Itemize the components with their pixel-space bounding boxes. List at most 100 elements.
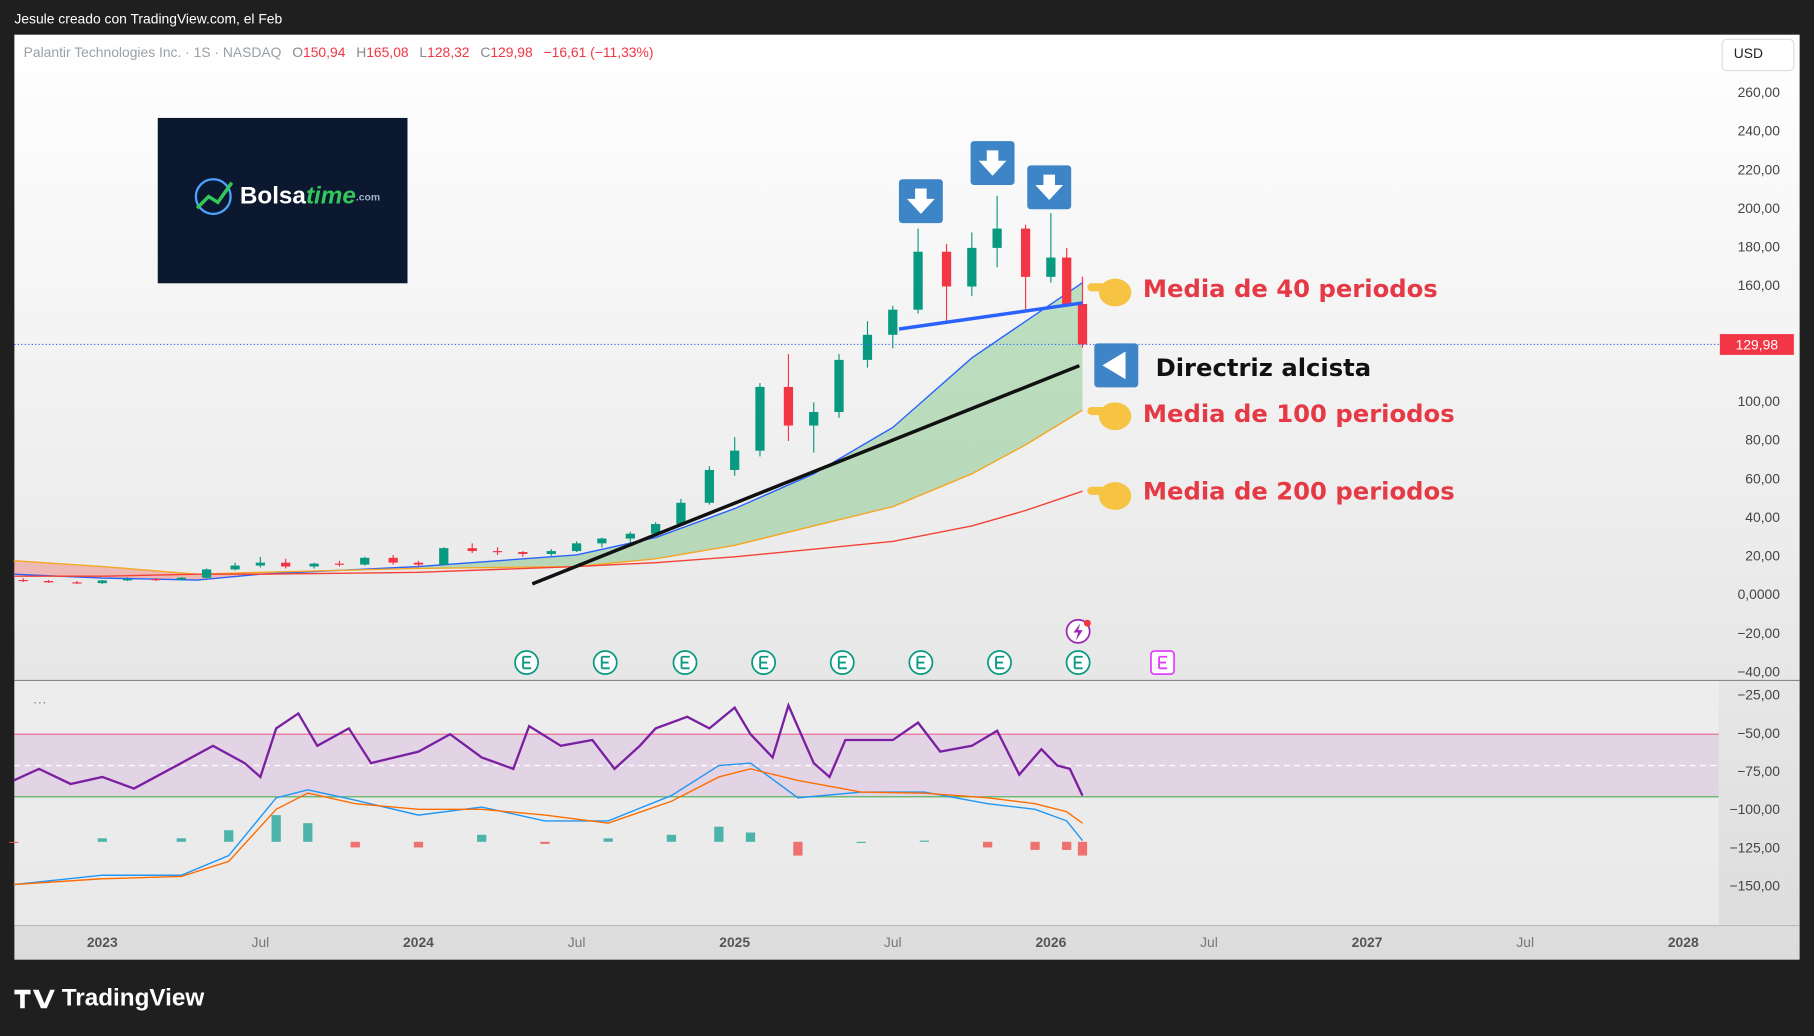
oscillator-pane <box>14 681 1719 925</box>
annotation: Media de 200 periodos <box>1143 477 1455 506</box>
x-tick-label: Jul <box>568 934 586 950</box>
y-tick-label: −125,00 <box>1729 839 1780 855</box>
macd-histogram-bar <box>1062 841 1072 850</box>
hand-icon <box>1098 278 1132 307</box>
candle-body <box>1046 257 1056 277</box>
annotation: Media de 40 periodos <box>1143 274 1438 303</box>
y-tick-label: 60,00 <box>1745 470 1780 486</box>
logo: Bolsatime.com <box>157 117 408 284</box>
earnings-glyph <box>837 655 847 670</box>
candle-body <box>255 562 266 566</box>
candle-body <box>97 580 107 584</box>
left-arrow <box>1102 351 1126 380</box>
macd-histogram-bar <box>303 823 313 842</box>
currency-button[interactable]: USD <box>1721 38 1795 72</box>
y-tick-label: 260,00 <box>1738 84 1781 100</box>
candle-body <box>913 251 923 310</box>
candle-body <box>309 563 319 567</box>
footer-logo <box>14 989 55 1009</box>
ma-fill <box>734 473 814 546</box>
candle-body <box>413 562 424 565</box>
footer-brand: TradingView <box>14 984 204 1011</box>
macd-histogram-bar <box>477 834 487 842</box>
ohlc-value: 165,08 <box>366 44 409 60</box>
candle-body <box>1077 304 1088 345</box>
candle-body <box>360 557 370 565</box>
candle-body <box>281 562 291 567</box>
candle-body <box>1020 228 1031 277</box>
candle-body <box>388 557 398 563</box>
pane-menu[interactable]: ··· <box>33 694 47 710</box>
moving-average <box>13 490 1083 577</box>
ma-fill <box>1025 282 1083 445</box>
candle-body <box>967 247 977 287</box>
x-tick-label: 2027 <box>1352 934 1383 950</box>
hand-finger <box>1087 283 1118 292</box>
top-caption: Jesule creado con TradingView.com, el Fe… <box>14 10 282 26</box>
ohlc-value: 129,98 <box>490 44 533 60</box>
last-price-box <box>1719 334 1794 355</box>
logo-suffix: .com <box>356 192 380 203</box>
earnings-glyph <box>680 655 690 670</box>
y-tick-label: −40,00 <box>1737 663 1780 679</box>
x-tick-label: Jul <box>1516 934 1534 950</box>
symbol: Palantir Technologies Inc. · 1S · NASDAQ <box>24 44 282 60</box>
y-tick-label: 20,00 <box>1745 548 1780 564</box>
candle-body <box>992 228 1002 248</box>
earnings-glyph <box>1158 655 1168 670</box>
candle-body <box>597 538 607 544</box>
candle-body <box>18 580 28 582</box>
earnings-glyph <box>995 655 1005 670</box>
x-tick-label: 2025 <box>719 934 750 950</box>
event-bolt <box>1073 623 1083 641</box>
last-price-label: 129,98 <box>1736 336 1779 352</box>
currency-label[interactable]: USD <box>1734 45 1763 61</box>
macd-histogram-bar <box>271 815 281 842</box>
trend-line <box>898 301 1083 331</box>
macd-histogram-bar <box>745 832 756 842</box>
trend-line <box>531 364 1080 586</box>
y-tick-label: 180,00 <box>1738 239 1781 255</box>
candle-body <box>122 579 133 581</box>
logo-box <box>157 117 408 284</box>
footer-text: TradingView <box>62 984 205 1011</box>
candle-body <box>43 581 54 583</box>
logo-text: Bolsatime.com <box>240 183 380 210</box>
logo-globe <box>194 178 232 216</box>
macd-histogram-bar <box>224 830 234 842</box>
down-arrow <box>907 188 935 214</box>
macd-histogram-bar <box>540 841 550 844</box>
candle-body <box>809 412 819 426</box>
candle-body <box>941 251 952 287</box>
currency-box[interactable] <box>1721 38 1795 72</box>
down-arrow <box>1035 174 1064 201</box>
x-tick-label: 2023 <box>87 934 118 950</box>
candle-body <box>492 551 503 553</box>
y-tick-label: −100,00 <box>1729 801 1780 817</box>
earnings-glyph <box>916 655 926 670</box>
y-tick-label: −50,00 <box>1737 725 1780 741</box>
ohlc-value: 150,94 <box>303 44 346 60</box>
macd-histogram-bar <box>983 841 993 848</box>
x-tick-label: 2024 <box>403 934 434 950</box>
annotation: Media de 100 periodos <box>1143 399 1455 428</box>
x-tick-label: 2026 <box>1035 934 1066 950</box>
y-tick-label: 100,00 <box>1738 393 1781 409</box>
oscillator-line <box>13 762 1084 886</box>
candle-body <box>72 582 82 584</box>
earnings-glyph <box>522 655 532 670</box>
y-tick-label: −150,00 <box>1729 878 1780 894</box>
macd-histogram-bar <box>97 838 107 842</box>
macd-histogram-bar <box>856 841 866 843</box>
annotation-icons <box>514 141 1175 675</box>
macd-histogram-bar <box>919 840 930 842</box>
oscillator-line <box>13 768 1083 886</box>
y-tick-label: 200,00 <box>1738 200 1781 216</box>
macd-histogram-bar <box>176 838 186 842</box>
y-tick-label: 0,0000 <box>1738 586 1781 602</box>
candle-body <box>334 563 345 565</box>
x-tick-label: Jul <box>1200 934 1218 950</box>
candle-body <box>1062 257 1072 305</box>
candle-body <box>230 565 240 570</box>
